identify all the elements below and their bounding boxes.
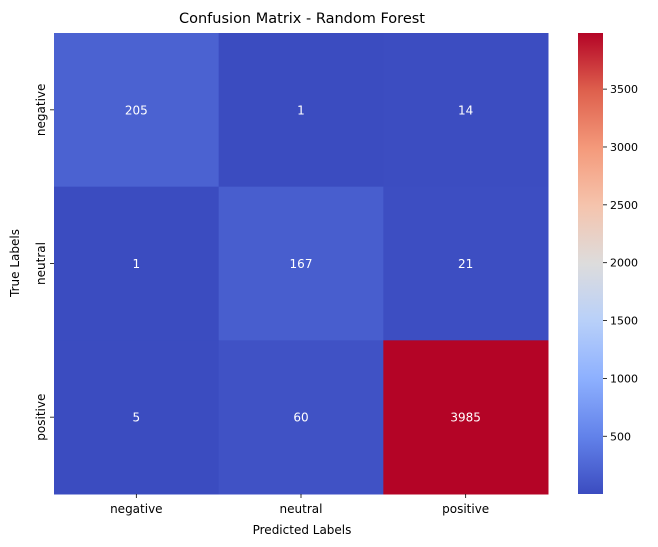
- heatmap-cell: [383, 186, 549, 341]
- y-axis-label: True Labels: [8, 229, 22, 298]
- cell-value: 14: [458, 103, 473, 117]
- heatmap-cell: [218, 33, 384, 188]
- cell-value: 167: [290, 257, 313, 271]
- heatmap-cell: [54, 33, 220, 188]
- cell-value: 3985: [450, 411, 481, 425]
- y-tick-label: negative: [34, 84, 48, 136]
- colorbar-tick-label: 3500: [610, 83, 638, 96]
- chart-title: Confusion Matrix - Random Forest: [179, 11, 425, 27]
- x-axis-label: Predicted Labels: [253, 523, 352, 537]
- heatmap-cell: [54, 186, 220, 341]
- x-tick-label: neutral: [280, 502, 323, 516]
- x-tick-label: negative: [110, 502, 162, 516]
- cell-value: 21: [458, 257, 473, 271]
- x-axis: negative neutral positive: [110, 494, 489, 516]
- colorbar-axis: 500 1000 1500 2000 2500 3000 3500: [603, 83, 638, 443]
- cell-value: 60: [293, 411, 308, 425]
- colorbar-tick-label: 3000: [610, 141, 638, 154]
- colorbar-tick-label: 1500: [610, 315, 638, 328]
- cell-value: 1: [133, 257, 141, 271]
- cell-value: 205: [125, 103, 148, 117]
- heatmap-cell: [218, 186, 384, 341]
- colorbar-tick-label: 2500: [610, 199, 638, 212]
- y-tick-label: neutral: [34, 242, 48, 285]
- heatmap-cell: [54, 340, 220, 495]
- y-axis: negative neutral positive: [34, 84, 54, 441]
- cell-value: 1: [297, 103, 305, 117]
- heatmap-cell: [218, 340, 384, 495]
- colorbar: [578, 33, 603, 494]
- colorbar-tick-label: 1000: [610, 372, 638, 385]
- y-tick-label: positive: [34, 394, 48, 441]
- heatmap-cell: [383, 33, 549, 188]
- heatmap-cells: 205 1 14 1 167 21 5 60 3985: [54, 33, 549, 495]
- colorbar-tick-label: 2000: [610, 257, 638, 270]
- colorbar-tick-label: 500: [610, 430, 631, 443]
- cell-value: 5: [133, 411, 141, 425]
- heatmap-cell: [383, 340, 549, 495]
- x-tick-label: positive: [442, 502, 489, 516]
